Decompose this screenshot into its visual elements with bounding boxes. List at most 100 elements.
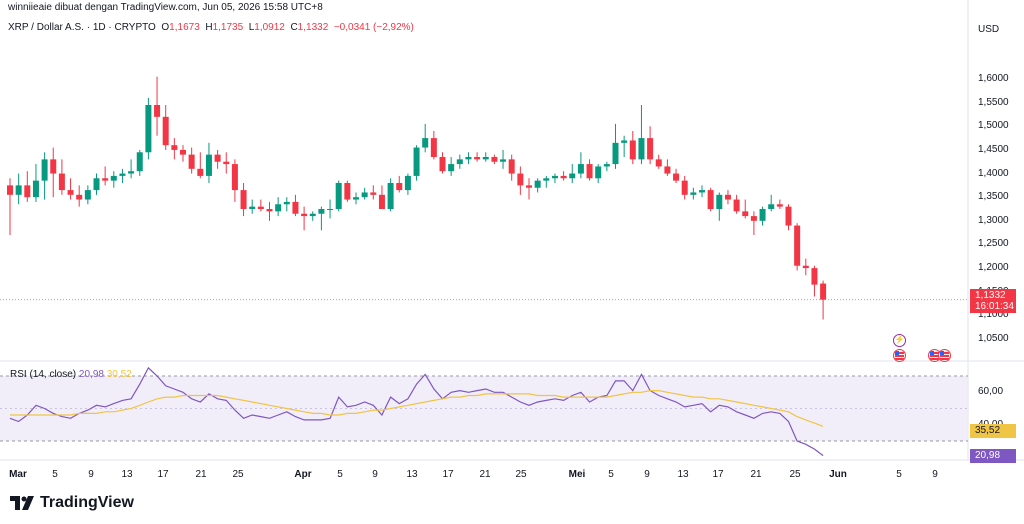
open-label: O	[161, 22, 170, 33]
price-tick-label: 1,4000	[978, 167, 1009, 179]
time-tick-label: 21	[479, 469, 491, 480]
candle-body	[655, 159, 662, 167]
time-tick-label: 13	[406, 469, 418, 480]
candle-body	[292, 201, 299, 214]
candle-body	[699, 190, 705, 193]
candle-body	[249, 206, 256, 209]
candle-body	[145, 105, 152, 153]
candle-body	[517, 173, 524, 186]
close-value: 1,1332	[297, 22, 329, 33]
candle-body	[577, 164, 584, 174]
time-tick-label: 13	[121, 469, 133, 480]
rsi-legend: RSI (14, close) 20,98 30,52	[10, 369, 132, 380]
time-tick-label: 5	[52, 469, 58, 480]
candle-body	[58, 173, 65, 191]
tradingview-logo[interactable]: TradingView	[10, 494, 134, 512]
time-tick-label: 25	[232, 469, 244, 480]
candle-body	[759, 209, 766, 221]
us-flag-event-icon[interactable]	[928, 349, 941, 362]
rsi-line	[9, 366, 824, 457]
candle-body	[647, 138, 654, 160]
candle-body	[102, 178, 109, 181]
time-tick-label: 25	[515, 469, 527, 480]
rsi-legend-value: 20,98	[78, 369, 104, 380]
time-tick-label: Apr	[294, 469, 312, 480]
time-tick-label: 17	[712, 469, 724, 480]
open-value: 1,1673	[169, 22, 200, 33]
candle-body	[128, 171, 135, 174]
us-flag-event-icon[interactable]	[938, 349, 951, 362]
candle-body	[794, 225, 801, 266]
candle-body	[526, 185, 532, 188]
candle-body	[84, 190, 91, 200]
candle-body	[353, 197, 359, 200]
rsi-title[interactable]: RSI (14, close)	[10, 369, 77, 380]
candle-body	[560, 175, 567, 179]
candle-body	[733, 199, 740, 212]
time-tick-label: 5	[337, 469, 343, 480]
candle-body	[50, 159, 57, 174]
candle-body	[551, 175, 558, 179]
candle-body	[785, 206, 792, 226]
candle-body	[387, 183, 394, 209]
candle-body	[335, 183, 342, 209]
candle-body	[413, 147, 420, 176]
candle-body	[275, 204, 282, 212]
time-tick-label: 9	[88, 469, 94, 480]
currency-label[interactable]: USD	[978, 24, 1000, 35]
candle-body	[41, 159, 48, 181]
time-tick-label: 9	[372, 469, 378, 480]
candle-body	[422, 138, 429, 148]
high-value: 1,1735	[212, 22, 244, 33]
candle-body	[223, 161, 230, 165]
candle-body	[24, 185, 31, 198]
price-tick-label: 1,1000	[978, 309, 1009, 321]
rsi-tick-label: 60,00	[978, 386, 1004, 398]
candle-body	[465, 157, 472, 160]
time-tick-label: Mar	[9, 469, 27, 480]
price-tick-label: 1,3500	[978, 191, 1009, 203]
candle-body	[318, 209, 325, 214]
close-label: C	[290, 22, 298, 33]
candle-body	[612, 142, 619, 165]
candle-body	[283, 201, 290, 205]
candle-body	[474, 157, 481, 160]
candle-body	[595, 166, 602, 179]
time-tick-label: 9	[932, 469, 938, 480]
candle-body	[673, 173, 680, 181]
candle-body	[76, 194, 83, 200]
ohlc-legend: XRP / Dollar A.S. · 1D · CRYPTO O1,1673 …	[8, 22, 414, 33]
candle-body	[32, 180, 39, 198]
price-tick-label: 1,6000	[978, 73, 1009, 84]
time-tick-label: Jun	[829, 469, 847, 480]
time-tick-label: 5	[896, 469, 902, 480]
bar-countdown: 16:01:34	[975, 301, 1014, 312]
candle-body	[214, 154, 221, 162]
candle-body	[93, 178, 100, 191]
candle-body	[136, 152, 143, 172]
high-label: H	[205, 22, 213, 33]
rsi-ma-line	[10, 390, 824, 427]
candle-body	[802, 265, 809, 269]
price-tick-label: 1,3000	[978, 214, 1009, 226]
author-line: winniieaie dibuat dengan TradingView.com…	[8, 2, 323, 13]
candle-body	[15, 185, 22, 195]
candle-body	[396, 183, 403, 191]
candle-body	[768, 204, 775, 209]
candle-body	[171, 145, 178, 150]
candle-body	[110, 175, 117, 181]
symbol-name[interactable]: XRP / Dollar A.S. · 1D · CRYPTO	[8, 22, 156, 33]
candle-body	[638, 138, 645, 160]
candle-body	[430, 138, 437, 157]
candle-body	[491, 157, 498, 162]
candle-body	[690, 192, 697, 195]
candle-body	[67, 190, 74, 195]
lightning-event-icon[interactable]: ⚡	[893, 334, 906, 347]
candle-body	[266, 209, 273, 212]
candle-body	[543, 178, 550, 181]
us-flag-event-icon[interactable]	[893, 349, 906, 362]
time-tick-label: Mei	[568, 469, 586, 480]
candle-body	[811, 268, 818, 285]
candle-body	[681, 180, 688, 195]
